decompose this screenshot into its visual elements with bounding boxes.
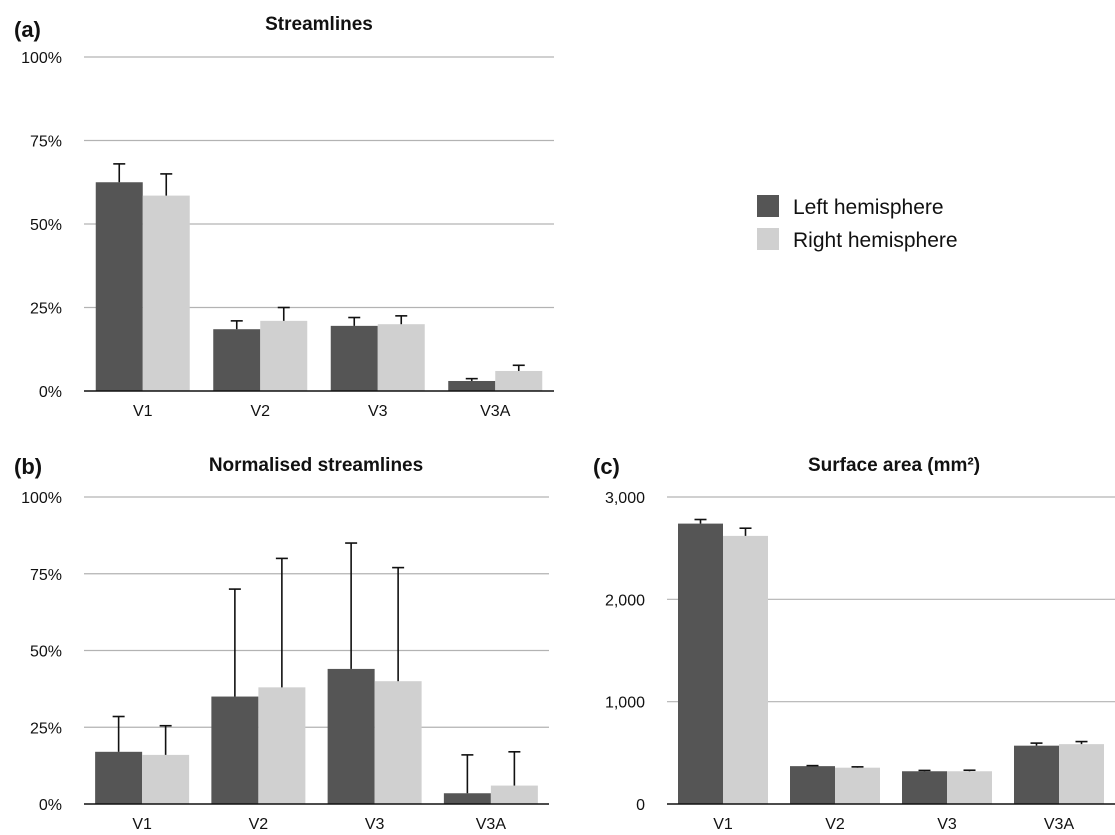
x-tick-label-b-1: V2 — [249, 816, 269, 833]
x-tick-label-a-1: V2 — [250, 403, 270, 420]
plot-area-a: 0% 25% 50% 75% 100% V1 V2 V3 V3A — [21, 50, 554, 420]
x-tick-label-b-2: V3 — [365, 816, 385, 833]
bar-c-v3a-right — [1059, 744, 1104, 804]
error-bar-c-v2-right — [851, 766, 864, 768]
bar-b-v3-right — [374, 681, 422, 804]
error-bar-c-v1-left — [694, 518, 707, 524]
error-bar-a-v1-left — [113, 163, 126, 183]
x-tick-label-a-3: V3A — [480, 403, 511, 420]
panel-letter-c: (c) — [593, 454, 620, 479]
error-bar-a-v2-left — [230, 320, 243, 330]
x-tick-label-b-3: V3A — [476, 816, 507, 833]
error-bar-b-v3a-right — [508, 751, 521, 786]
y-tick-label-a-1: 25% — [30, 301, 62, 318]
chart-title-c: Surface area (mm²) — [808, 455, 980, 476]
plot-area-c: 0 1,000 2,000 3,000 V1 V2 V3 V3A — [605, 490, 1115, 833]
y-tick-label-c-0: 0 — [636, 797, 645, 814]
error-bar-c-v2-left — [806, 764, 819, 767]
bar-c-v1-right — [723, 535, 768, 804]
error-bar-a-v3a-left — [465, 377, 478, 381]
error-bar-b-v3-right — [392, 566, 405, 682]
x-tick-label-b-0: V1 — [132, 816, 152, 833]
plot-area-b: 0% 25% 50% 75% 100% V1 V2 V3 V3A — [21, 490, 549, 833]
bar-c-v2-left — [790, 766, 835, 804]
x-tick-label-c-1: V2 — [825, 816, 845, 833]
y-tick-label-c-2: 2,000 — [605, 592, 645, 609]
error-bar-c-v3a-right — [1075, 740, 1088, 745]
bar-c-v3a-left — [1014, 745, 1059, 804]
error-bar-a-v3-left — [348, 316, 361, 326]
y-tick-label-a-3: 75% — [30, 134, 62, 151]
bar-b-v3a-right — [490, 785, 538, 804]
bar-c-v3-right — [947, 771, 992, 804]
y-tick-label-c-1: 1,000 — [605, 695, 645, 712]
panel-letter-b: (b) — [14, 454, 42, 479]
bar-a-v3a-left — [448, 380, 496, 391]
error-bar-b-v3a-left — [461, 754, 474, 794]
error-bar-c-v3a-left — [1030, 742, 1043, 746]
y-tick-label-a-0: 0% — [39, 384, 62, 401]
error-bar-b-v2-left — [228, 588, 241, 697]
y-tick-label-b-3: 75% — [30, 567, 62, 584]
bar-c-v1-left — [678, 523, 723, 804]
y-tick-label-a-2: 50% — [30, 217, 62, 234]
y-tick-label-b-4: 100% — [21, 490, 62, 507]
error-bar-b-v1-left — [112, 715, 125, 752]
bar-c-v2-right — [835, 767, 880, 804]
error-bar-b-v3-left — [345, 542, 358, 669]
legend-swatch-left — [757, 195, 779, 217]
legend-label-left: Left hemisphere — [793, 196, 944, 219]
bar-a-v2-left — [213, 329, 261, 391]
bar-b-v1-left — [95, 751, 143, 804]
y-tick-label-b-0: 0% — [39, 797, 62, 814]
error-bar-a-v3a-right — [512, 364, 525, 371]
bar-a-v1-left — [95, 182, 143, 391]
y-tick-label-b-1: 25% — [30, 720, 62, 737]
y-tick-label-c-3: 3,000 — [605, 490, 645, 507]
x-tick-label-a-2: V3 — [368, 403, 388, 420]
error-bar-c-v3-right — [963, 769, 976, 772]
legend-label-right: Right hemisphere — [793, 229, 958, 252]
chart-panel-b: (b) Normalised streamlines 0% 25% 50% 75% 10… — [14, 454, 549, 833]
error-bar-c-v3-left — [918, 769, 931, 772]
y-tick-label-a-4: 100% — [21, 50, 62, 67]
bar-a-v2-right — [260, 320, 308, 391]
bar-a-v3a-right — [495, 370, 543, 391]
x-tick-label-c-0: V1 — [713, 816, 733, 833]
legend-swatch-right — [757, 228, 779, 250]
chart-title-a: Streamlines — [265, 14, 373, 35]
bar-b-v2-left — [211, 696, 259, 804]
x-tick-label-c-2: V3 — [937, 816, 957, 833]
bar-c-v3-left — [902, 771, 947, 804]
chart-panel-a: (a) Streamlines 0% 25% 50% 75% 100% V1 V2 V3 V3A — [14, 14, 554, 420]
panel-letter-a: (a) — [14, 17, 41, 42]
bar-a-v3-left — [330, 325, 378, 391]
error-bar-b-v1-right — [159, 724, 172, 755]
error-bar-a-v1-right — [160, 173, 173, 196]
error-bar-a-v2-right — [277, 306, 290, 321]
bar-a-v1-right — [142, 195, 190, 391]
legend: Left hemisphere Right hemisphere — [757, 195, 958, 252]
x-tick-label-c-3: V3A — [1044, 816, 1075, 833]
x-tick-label-a-0: V1 — [133, 403, 153, 420]
error-bar-c-v1-right — [739, 527, 752, 536]
bar-a-v3-right — [377, 324, 425, 391]
chart-panel-c: (c) Surface area (mm²) 0 1,000 2,000 3,000 V… — [593, 454, 1115, 833]
error-bar-b-v2-right — [275, 557, 288, 688]
bar-b-v3a-left — [443, 793, 491, 804]
bar-b-v3-left — [327, 668, 375, 804]
error-bar-a-v3-right — [395, 315, 408, 325]
y-tick-label-b-2: 50% — [30, 644, 62, 661]
bar-b-v2-right — [258, 687, 306, 804]
chart-title-b: Normalised streamlines — [209, 455, 423, 476]
bar-b-v1-right — [142, 754, 190, 804]
